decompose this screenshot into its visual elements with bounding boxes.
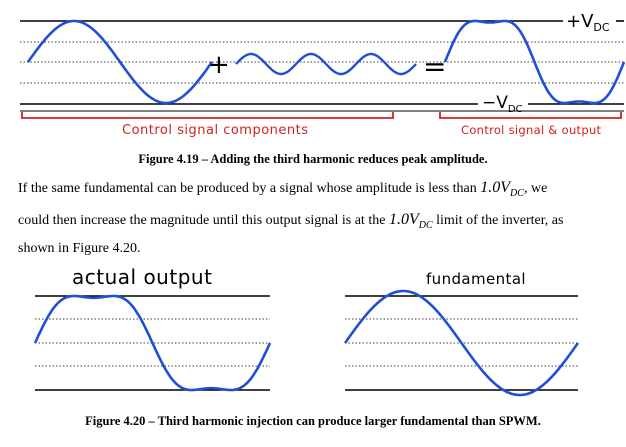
third-harmonic-wave (235, 52, 417, 76)
right-panel-label: fundamental (426, 270, 526, 288)
left-panel-label: actual output (72, 265, 212, 289)
fundamental-wave-large (343, 289, 580, 397)
body-line-2: could then increase the magnitude until … (18, 211, 564, 232)
bracket-right-label: Control signal & output (461, 123, 602, 137)
left-dotted-gridlines (35, 318, 270, 367)
figure-4-19: + = +VDC −VDC Control signal components … (20, 11, 626, 138)
body-line-3: shown in Figure 4.20. (18, 241, 141, 256)
right-bracket (439, 112, 622, 119)
fundamental-wave (26, 19, 214, 105)
minus-vdc-label: −VDC (482, 93, 523, 115)
left-bracket (21, 112, 394, 119)
figure-4-20: actual output fundamental (33, 265, 580, 397)
dotted-gridlines (20, 41, 624, 84)
bracket-left-label: Control signal components (122, 123, 309, 138)
sum-control-wave (443, 19, 626, 105)
equals-sign: = (423, 50, 446, 83)
body-line-1: If the same fundamental can be produced … (18, 179, 548, 200)
figure-4-20-caption: Figure 4.20 – Third harmonic injection c… (85, 414, 541, 428)
plus-sign: + (208, 50, 230, 80)
figure-4-19-caption: Figure 4.19 – Adding the third harmonic … (138, 152, 488, 166)
actual-output-wave (33, 294, 272, 392)
plus-vdc-label: +VDC (566, 11, 610, 34)
